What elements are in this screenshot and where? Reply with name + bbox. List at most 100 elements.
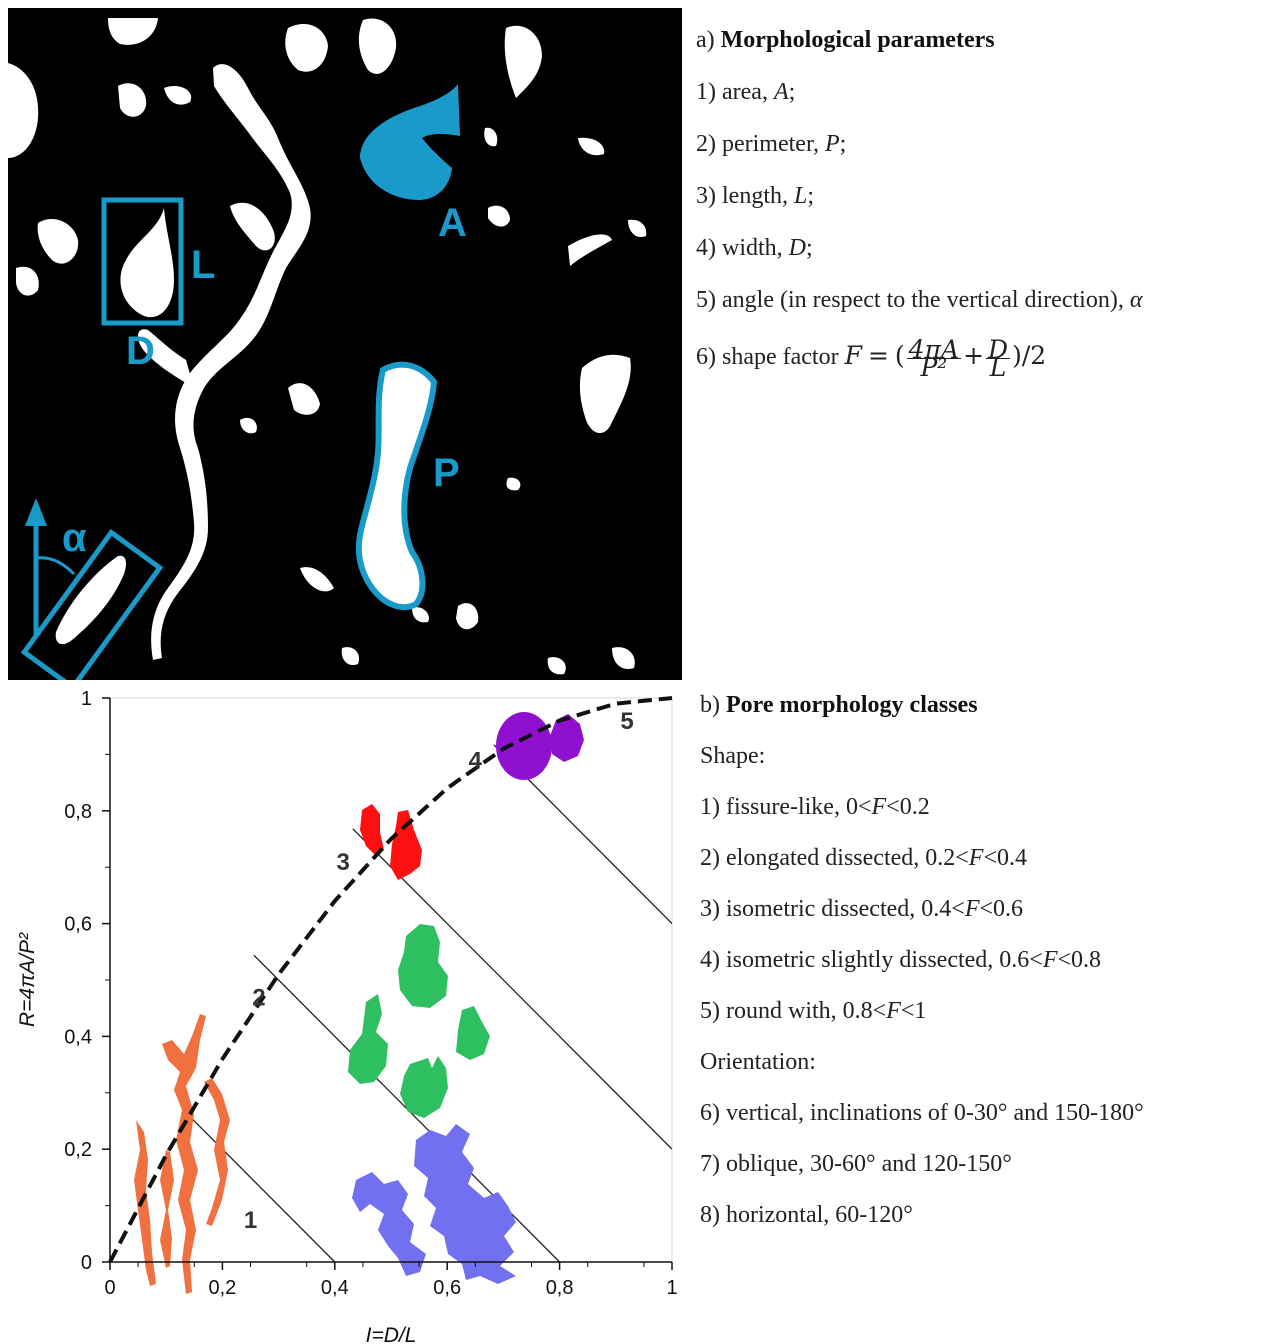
shape-class-symbol: F — [871, 794, 887, 820]
pore-small — [240, 417, 257, 434]
slightly-dissected-pore-example — [456, 1006, 490, 1060]
y-tick-label: 0,4 — [64, 1026, 92, 1048]
pore-small — [568, 234, 612, 266]
pore-small — [288, 383, 320, 415]
param-item: 1) area, A; — [696, 80, 795, 104]
shape-class-item: 2) elongated dissected, 0.2<F<0.4 — [700, 846, 1027, 870]
param-item-text: 4) width, — [696, 235, 789, 261]
shape-class-item: 4) isometric slightly dissected, 0.6<F<0… — [700, 948, 1101, 972]
class-boundary-line — [182, 1108, 336, 1262]
pore-class-chart: 1 2 3 4 5 0 0,2 0,4 0,6 0,8 1 0 0,2 0,4 0,6 0,8 1 I=D/L… — [16, 688, 678, 1344]
param-item: 4) width, D; — [696, 236, 813, 260]
formula-lhs: F — [844, 341, 862, 370]
pore-small — [285, 24, 328, 72]
shape-class-range: <0.8 — [1057, 947, 1102, 973]
x-tick-label: 0,2 — [208, 1277, 236, 1299]
perimeter-label: P — [433, 451, 460, 495]
plot-area-frame — [109, 697, 673, 1263]
pore-small — [547, 657, 566, 675]
theoretical-envelope-curve — [108, 696, 673, 1263]
pore-small — [579, 354, 631, 434]
heading-a-prefix: a) — [696, 27, 715, 53]
formula-prefix: 6) shape factor — [696, 344, 845, 370]
param-item-suffix: ; — [788, 79, 796, 105]
param-item-suffix: ; — [806, 235, 813, 261]
param-item: 3) length, L; — [696, 184, 814, 208]
shape-class-symbol: F — [968, 845, 984, 871]
shape-class-text: 3) isometric dissected, 0.4< — [700, 896, 965, 922]
class-boundary-line — [352, 828, 672, 1150]
shape-class-symbol: F — [964, 896, 980, 922]
pore-small — [358, 18, 397, 74]
pore-small — [504, 25, 542, 98]
pore-small — [8, 63, 39, 158]
shape-class-item: 3) isometric dissected, 0.4<F<0.6 — [700, 897, 1023, 921]
length-bounding-box — [101, 197, 184, 326]
formula-equals: = — [867, 341, 889, 370]
y-tick-label: 0,8 — [64, 801, 92, 823]
formula-open-paren: ( — [894, 341, 905, 370]
param-item-symbol: A — [773, 79, 789, 105]
shape-class-text: 1) fissure-like, 0< — [700, 794, 872, 820]
fissure-pore-example — [160, 1150, 174, 1268]
pore-small — [506, 477, 521, 491]
pore-network-branch — [151, 64, 311, 660]
pores-group — [8, 18, 647, 675]
shape-class-symbol: F — [1042, 947, 1058, 973]
heading-b: b) Pore morphology classes — [700, 693, 978, 717]
y-tick-label: 0,2 — [64, 1139, 92, 1161]
pore-small — [37, 219, 79, 264]
y-tick-label: 0,6 — [64, 914, 92, 936]
shape-class-range: <0.4 — [983, 845, 1028, 871]
isometric-dissected-pore-example — [360, 804, 384, 856]
param-item-text: 2) perimeter, — [696, 131, 825, 157]
pore-small — [137, 329, 194, 388]
pore-small — [488, 205, 510, 227]
shape-class-item: 5) round with, 0.8<F<1 — [700, 999, 926, 1023]
shape-label: Shape: — [700, 743, 766, 769]
shape-factor-formula: 6) shape factor F = (4πA P² + D L)/2 — [696, 334, 1047, 382]
length-label: L — [191, 243, 215, 287]
pore-small — [16, 266, 39, 296]
heading-b-prefix: b) — [700, 692, 720, 718]
x-axis-label: I=D/L — [366, 1324, 417, 1344]
shape-class-text: 2) elongated dissected, 0.2< — [700, 845, 969, 871]
orientation-class-item: 6) vertical, inclinations of 0-30° and 1… — [700, 1100, 1144, 1126]
angle-bounding-box — [20, 529, 164, 680]
length-pore — [120, 208, 174, 318]
binary-pore-image: A L D P α — [8, 8, 682, 680]
shape-class-range: <0.6 — [979, 896, 1024, 922]
pore-small — [612, 647, 635, 670]
pore-small — [108, 18, 158, 45]
class-labels: 1 2 3 4 5 — [244, 708, 634, 1234]
pore-small — [412, 607, 429, 623]
heading-a-title: Morphological parameters — [720, 27, 995, 53]
param-item-symbol: L — [793, 183, 808, 209]
param-item-text: 3) length, — [696, 183, 794, 209]
fraction-denominator: L — [989, 352, 1007, 382]
pore-examples — [134, 712, 584, 1294]
angle-label: α — [62, 516, 87, 560]
pore-small — [118, 83, 147, 117]
class-number-label: 4 — [469, 748, 483, 775]
pore-small — [456, 603, 479, 630]
shape-class-text: 5) round with, 0.8< — [700, 998, 887, 1024]
formula-close: )/2 — [1012, 341, 1047, 370]
param-item-suffix: ; — [839, 131, 847, 157]
shape-class-symbol: F — [886, 998, 901, 1024]
fraction-numerator: 4πA — [906, 334, 962, 364]
round-pore-example — [550, 714, 584, 762]
class-number-label: 5 — [620, 708, 633, 735]
pore-small — [164, 85, 192, 105]
x-tick-label: 1 — [666, 1277, 677, 1299]
orientation-label: Orientation: — [700, 1049, 816, 1075]
param-item: 2) perimeter, P; — [696, 132, 846, 156]
shape-class-text: 4) isometric slightly dissected, 0.6< — [700, 947, 1043, 973]
slightly-dissected-pore-example — [348, 994, 388, 1084]
area-pore-highlight — [360, 84, 460, 200]
isometric-dissected-pore-example — [390, 810, 422, 880]
slightly-dissected-pore-example — [398, 924, 448, 1008]
param-item-symbol: D — [788, 235, 807, 261]
pore-small — [578, 137, 605, 156]
